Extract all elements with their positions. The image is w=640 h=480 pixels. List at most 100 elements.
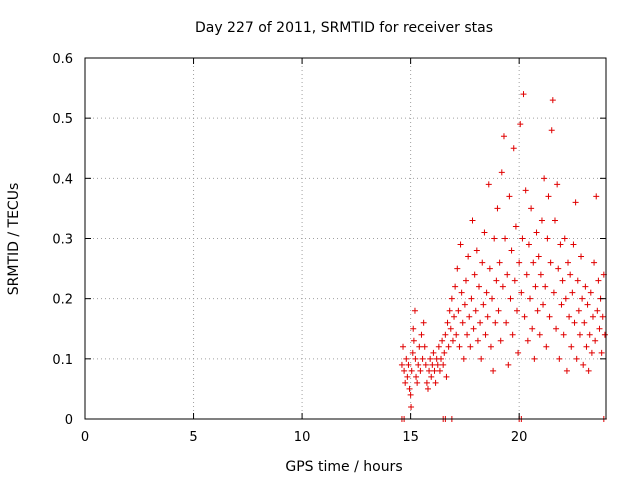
data-point bbox=[512, 223, 519, 230]
data-point bbox=[454, 265, 461, 272]
data-point bbox=[467, 343, 474, 350]
data-point bbox=[402, 379, 409, 386]
data-point bbox=[534, 307, 541, 314]
data-point bbox=[427, 355, 434, 362]
data-point bbox=[589, 313, 596, 320]
data-point bbox=[519, 235, 526, 242]
data-point bbox=[569, 289, 576, 296]
data-point bbox=[509, 331, 516, 338]
data-point bbox=[525, 241, 532, 248]
data-point bbox=[483, 289, 490, 296]
data-point bbox=[429, 361, 436, 368]
data-point bbox=[471, 271, 478, 278]
data-point bbox=[442, 331, 449, 338]
data-point bbox=[474, 337, 481, 344]
data-point bbox=[493, 277, 500, 284]
data-point bbox=[594, 307, 601, 314]
data-point bbox=[588, 349, 595, 356]
data-point bbox=[398, 361, 405, 368]
data-point bbox=[478, 355, 485, 362]
data-point bbox=[491, 235, 498, 242]
data-point bbox=[440, 361, 447, 368]
data-point bbox=[494, 205, 501, 212]
data-point bbox=[416, 343, 423, 350]
data-point bbox=[541, 175, 548, 182]
data-point bbox=[595, 277, 602, 284]
data-point bbox=[581, 319, 588, 326]
data-point bbox=[405, 361, 412, 368]
plot-frame bbox=[84, 57, 607, 420]
data-point bbox=[531, 355, 538, 362]
data-point bbox=[446, 307, 453, 314]
data-point bbox=[562, 295, 569, 302]
data-point bbox=[401, 367, 408, 374]
data-point bbox=[540, 301, 547, 308]
data-point bbox=[550, 289, 557, 296]
data-point bbox=[400, 343, 407, 350]
data-point bbox=[459, 319, 466, 326]
data-point bbox=[591, 259, 598, 266]
data-point bbox=[583, 343, 590, 350]
data-points bbox=[398, 91, 608, 422]
data-point bbox=[601, 331, 608, 338]
data-point bbox=[435, 343, 442, 350]
data-point bbox=[596, 325, 603, 332]
data-point bbox=[521, 313, 528, 320]
data-point bbox=[495, 307, 502, 314]
data-point bbox=[566, 313, 573, 320]
data-point bbox=[449, 337, 456, 344]
data-point bbox=[505, 361, 512, 368]
data-point bbox=[438, 355, 445, 362]
data-point bbox=[484, 313, 491, 320]
data-point bbox=[565, 259, 572, 266]
data-point bbox=[508, 247, 515, 254]
data-point bbox=[593, 193, 600, 200]
data-point bbox=[447, 325, 454, 332]
data-point bbox=[431, 367, 438, 374]
data-point bbox=[434, 361, 441, 368]
data-point bbox=[492, 319, 499, 326]
data-point bbox=[443, 373, 450, 380]
data-point bbox=[477, 319, 484, 326]
data-point bbox=[582, 283, 589, 290]
data-point bbox=[530, 259, 537, 266]
data-point bbox=[479, 259, 486, 266]
data-point bbox=[464, 331, 471, 338]
y-tick-label: 0.6 bbox=[52, 52, 73, 67]
data-point bbox=[544, 235, 551, 242]
data-point bbox=[408, 367, 415, 374]
data-point bbox=[408, 403, 415, 410]
data-point bbox=[409, 349, 416, 356]
x-tick-label: 0 bbox=[81, 430, 89, 445]
data-point bbox=[511, 277, 518, 284]
data-point bbox=[424, 385, 431, 392]
data-point bbox=[507, 295, 514, 302]
data-point bbox=[553, 325, 560, 332]
data-point bbox=[555, 265, 562, 272]
data-point bbox=[543, 343, 550, 350]
data-point bbox=[557, 241, 564, 248]
data-point bbox=[419, 355, 426, 362]
data-point bbox=[598, 349, 605, 356]
data-point bbox=[414, 379, 421, 386]
data-point bbox=[410, 337, 417, 344]
data-point bbox=[423, 379, 430, 386]
data-point bbox=[574, 277, 581, 284]
data-point bbox=[485, 181, 492, 188]
data-point bbox=[490, 367, 497, 374]
x-tick-label: 20 bbox=[511, 430, 528, 445]
data-point bbox=[461, 301, 468, 308]
data-point bbox=[451, 313, 458, 320]
data-point bbox=[473, 247, 480, 254]
data-point bbox=[527, 295, 534, 302]
data-point bbox=[415, 361, 422, 368]
data-point bbox=[466, 313, 473, 320]
data-point bbox=[515, 349, 522, 356]
data-point bbox=[549, 97, 556, 104]
data-point bbox=[506, 193, 513, 200]
data-point bbox=[480, 301, 487, 308]
data-point bbox=[573, 355, 580, 362]
data-point bbox=[504, 271, 511, 278]
data-point bbox=[518, 289, 525, 296]
data-point bbox=[554, 181, 561, 188]
